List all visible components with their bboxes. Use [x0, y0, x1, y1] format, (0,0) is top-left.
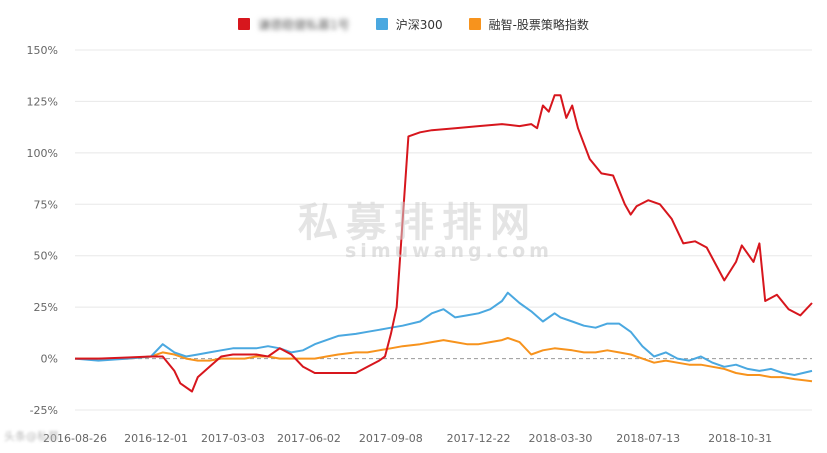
- corner-logo: 头条@私募: [4, 430, 59, 443]
- y-tick-label: 100%: [27, 147, 58, 160]
- legend: 谦德稳健私募1号 沪深300 融智-股票策略指数: [0, 14, 827, 34]
- y-tick-label: 25%: [34, 301, 58, 314]
- x-axis-ticks: 2016-08-26 2016-12-01 2017-03-03 2017-06-02…: [43, 432, 772, 445]
- x-tick-label: 2017-06-02: [277, 432, 341, 445]
- y-tick-label: -25%: [30, 404, 58, 417]
- series-line-2: [75, 337, 813, 383]
- y-tick-label: 150%: [27, 44, 58, 57]
- y-axis-ticks: -25% 0% 25% 50% 75% 100% 125% 150%: [27, 44, 58, 417]
- grid-lines: [75, 49, 812, 411]
- legend-label-strategy-index: 融智-股票策略指数: [488, 17, 589, 32]
- watermark-text: 私募排排网: [298, 200, 538, 246]
- x-tick-label: 2018-10-31: [708, 432, 772, 445]
- watermark-url: simuwang.com: [345, 240, 553, 262]
- x-tick-label: 2018-03-30: [529, 432, 593, 445]
- x-tick-label: 2017-09-08: [359, 432, 423, 445]
- x-tick-label: 2016-12-01: [124, 432, 188, 445]
- legend-swatch-fund: [238, 18, 251, 30]
- legend-swatch-strategy-index: [468, 18, 481, 30]
- series-line-1: [74, 291, 813, 376]
- x-tick-label: 2016-08-26: [43, 432, 107, 445]
- legend-label-csi300: 沪深300: [395, 17, 443, 32]
- series-lines: [74, 94, 813, 393]
- legend-swatch-csi300: [375, 18, 388, 30]
- y-tick-label: 125%: [27, 95, 58, 108]
- legend-item-strategy-index[interactable]: 融智-股票策略指数: [468, 16, 589, 33]
- y-tick-label: 75%: [34, 198, 58, 211]
- x-tick-label: 2017-03-03: [201, 432, 265, 445]
- y-tick-label: 0%: [41, 353, 58, 366]
- legend-item-csi300[interactable]: 沪深300: [375, 16, 443, 33]
- x-tick-label: 2017-12-22: [447, 432, 511, 445]
- legend-item-fund[interactable]: 谦德稳健私募1号: [238, 16, 350, 33]
- legend-label-fund: 谦德稳健私募1号: [258, 17, 350, 32]
- y-tick-label: 50%: [34, 250, 58, 263]
- x-tick-label: 2018-07-13: [616, 432, 680, 445]
- series-line-0: [75, 94, 813, 393]
